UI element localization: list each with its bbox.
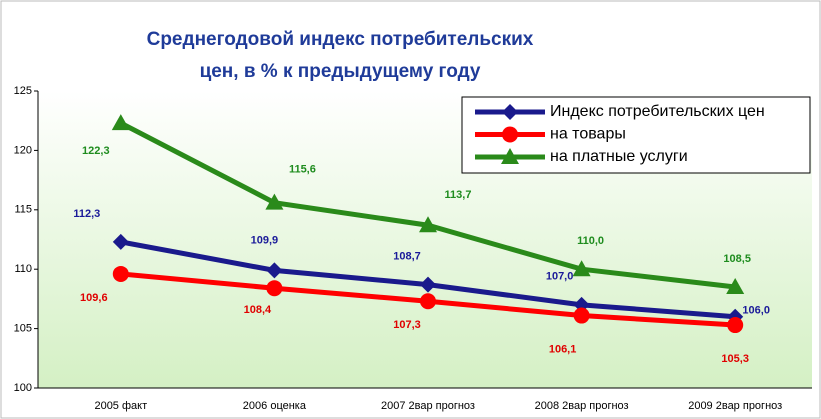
marker xyxy=(419,216,437,233)
y-tick-label: 100 xyxy=(14,382,32,394)
marker xyxy=(112,233,129,250)
x-tick-label: 2008 2вар прогноз xyxy=(535,400,629,412)
x-tick-label: 2007 2вар прогноз xyxy=(381,400,475,412)
data-label: 112,3 xyxy=(73,208,100,220)
data-label: 122,3 xyxy=(82,145,110,157)
marker xyxy=(420,293,436,310)
marker xyxy=(573,307,590,324)
chart-title: Среднегодовой индекс потребительских цен… xyxy=(146,29,534,82)
marker xyxy=(420,276,436,293)
legend-label: на товары xyxy=(550,126,626,143)
data-label: 107,3 xyxy=(393,319,421,331)
marker xyxy=(265,193,284,210)
data-label: 107,0 xyxy=(546,271,574,283)
marker xyxy=(502,126,518,143)
marker xyxy=(501,148,519,164)
data-label: 110,0 xyxy=(577,235,604,247)
marker xyxy=(572,260,591,277)
data-label: 108,4 xyxy=(244,304,272,316)
data-label: 106,1 xyxy=(549,343,577,355)
data-label: 109,6 xyxy=(80,292,108,304)
marker xyxy=(111,114,130,131)
legend-label: Индекс потребительских цен xyxy=(550,103,765,120)
y-tick-label: 110 xyxy=(14,263,32,275)
data-label: 105,3 xyxy=(721,353,749,365)
x-tick-label: 2006 оценка xyxy=(243,400,307,412)
y-tick-label: 120 xyxy=(14,144,32,156)
marker xyxy=(726,278,745,295)
data-label: 109,9 xyxy=(251,234,279,246)
data-label: 108,5 xyxy=(723,253,751,265)
marker xyxy=(502,104,518,120)
x-tick-label: 2009 2вар прогноз xyxy=(688,400,782,412)
marker xyxy=(266,280,283,297)
data-label: 106,0 xyxy=(742,305,770,317)
legend-label: на платные услуги xyxy=(550,148,688,165)
y-tick-label: 115 xyxy=(14,204,32,216)
y-tick-label: 105 xyxy=(14,323,32,335)
marker xyxy=(112,265,129,282)
data-label: 108,7 xyxy=(393,251,421,263)
data-label: 115,6 xyxy=(289,164,316,176)
marker xyxy=(266,262,283,279)
y-tick-label: 125 xyxy=(14,85,32,97)
marker xyxy=(727,317,744,334)
x-tick-label: 2005 факт xyxy=(94,400,147,412)
data-label: 113,7 xyxy=(445,189,472,201)
